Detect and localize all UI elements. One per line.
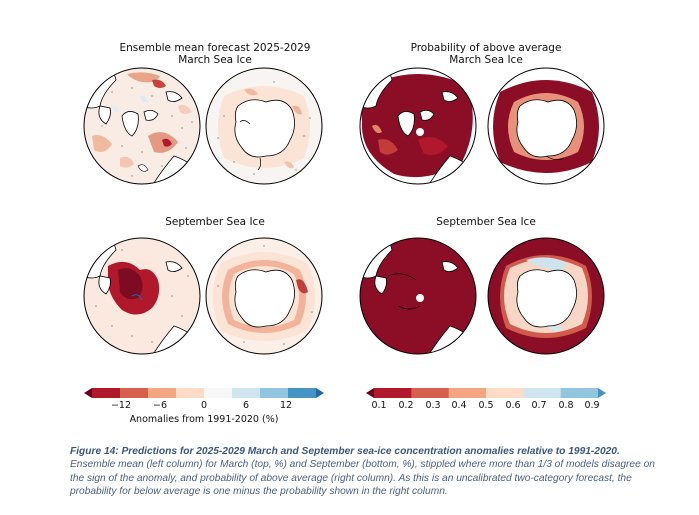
colorbar-anomalies-segment [288, 388, 317, 398]
map-march-arctic-probability [359, 67, 477, 185]
panel-title-right-top-line1: Probability of above average [410, 42, 562, 54]
map-march-antarctic-anomaly [205, 67, 323, 185]
map-september-antarctic-probability [487, 237, 605, 355]
colorbar-probability-tick: 0.4 [451, 400, 467, 411]
colorbar-anomalies-segment [176, 388, 205, 398]
colorbar-anomalies-segment [120, 388, 149, 398]
colorbar-probability-tick: 0.5 [478, 400, 494, 411]
panel-title-left-top: Ensemble mean forecast 2025-2029 March S… [95, 42, 335, 66]
colorbar-probability-segment [486, 388, 524, 398]
colorbar-probability-segment [411, 388, 450, 398]
colorbar-probability-segment [523, 388, 562, 398]
colorbar-probability-tick: 0.7 [531, 400, 547, 411]
colorbar-anomalies-segment [260, 388, 289, 398]
colorbar-probability-tick: 0.6 [505, 400, 521, 411]
caption-body: Ensemble mean (left column) for March (t… [70, 459, 655, 497]
figure-caption: Figure 14: Predictions for 2025-2029 Mar… [70, 445, 660, 498]
colorbar-anomalies-segment [92, 388, 121, 398]
map-september-arctic-anomaly [83, 237, 201, 355]
colorbar-anomalies-arrow-low [84, 388, 92, 398]
map-september-arctic-probability [359, 237, 477, 355]
colorbar-anomalies [84, 388, 324, 398]
colorbar-anomalies-segment [232, 388, 261, 398]
panel-title-right-top-line2: March Sea Ice [449, 54, 523, 66]
colorbar-anomalies-segment [148, 388, 177, 398]
colorbar-probability-tick: 0.3 [425, 400, 441, 411]
colorbar-probability-tick: 0.1 [371, 400, 387, 411]
map-march-antarctic-probability [487, 67, 605, 185]
colorbar-probability-arrow-high [598, 388, 606, 398]
colorbar-anomalies-arrow-high [316, 388, 324, 398]
caption-heading: Figure 14: Predictions for 2025-2029 Mar… [70, 446, 620, 457]
colorbar-anomalies-tick: −6 [152, 400, 168, 411]
panel-title-left-bottom: September Sea Ice [165, 216, 265, 228]
colorbar-probability-segment [448, 388, 487, 398]
colorbar-anomalies-segment [204, 388, 233, 398]
panel-title-left-top-line2: March Sea Ice [178, 54, 252, 66]
colorbar-probability-tick: 0.2 [398, 400, 414, 411]
colorbar-anomalies-tick: 0 [200, 400, 208, 411]
panel-title-right-top: Probability of above average March Sea I… [366, 42, 606, 66]
colorbar-probability-segment [374, 388, 412, 398]
panel-title-left-top-line1: Ensemble mean forecast 2025-2029 [119, 42, 311, 54]
colorbar-probability-arrow-low [366, 388, 374, 398]
colorbar-anomalies-tick: 12 [279, 400, 293, 411]
colorbar-anomalies-tick: 6 [242, 400, 250, 411]
figure: Ensemble mean forecast 2025-2029 March S… [83, 42, 606, 425]
panel-title-right-bottom: September Sea Ice [436, 216, 536, 228]
colorbar-probability [366, 388, 606, 398]
colorbar-anomalies-tick: −12 [110, 400, 132, 411]
map-september-antarctic-anomaly [205, 237, 323, 355]
colorbar-probability-tick: 0.8 [558, 400, 574, 411]
colorbar-probability-segment [560, 388, 599, 398]
map-march-arctic-anomaly [83, 67, 201, 185]
colorbar-anomalies-label: Anomalies from 1991-2020 (%) [129, 414, 279, 425]
colorbar-probability-tick: 0.9 [584, 400, 600, 411]
